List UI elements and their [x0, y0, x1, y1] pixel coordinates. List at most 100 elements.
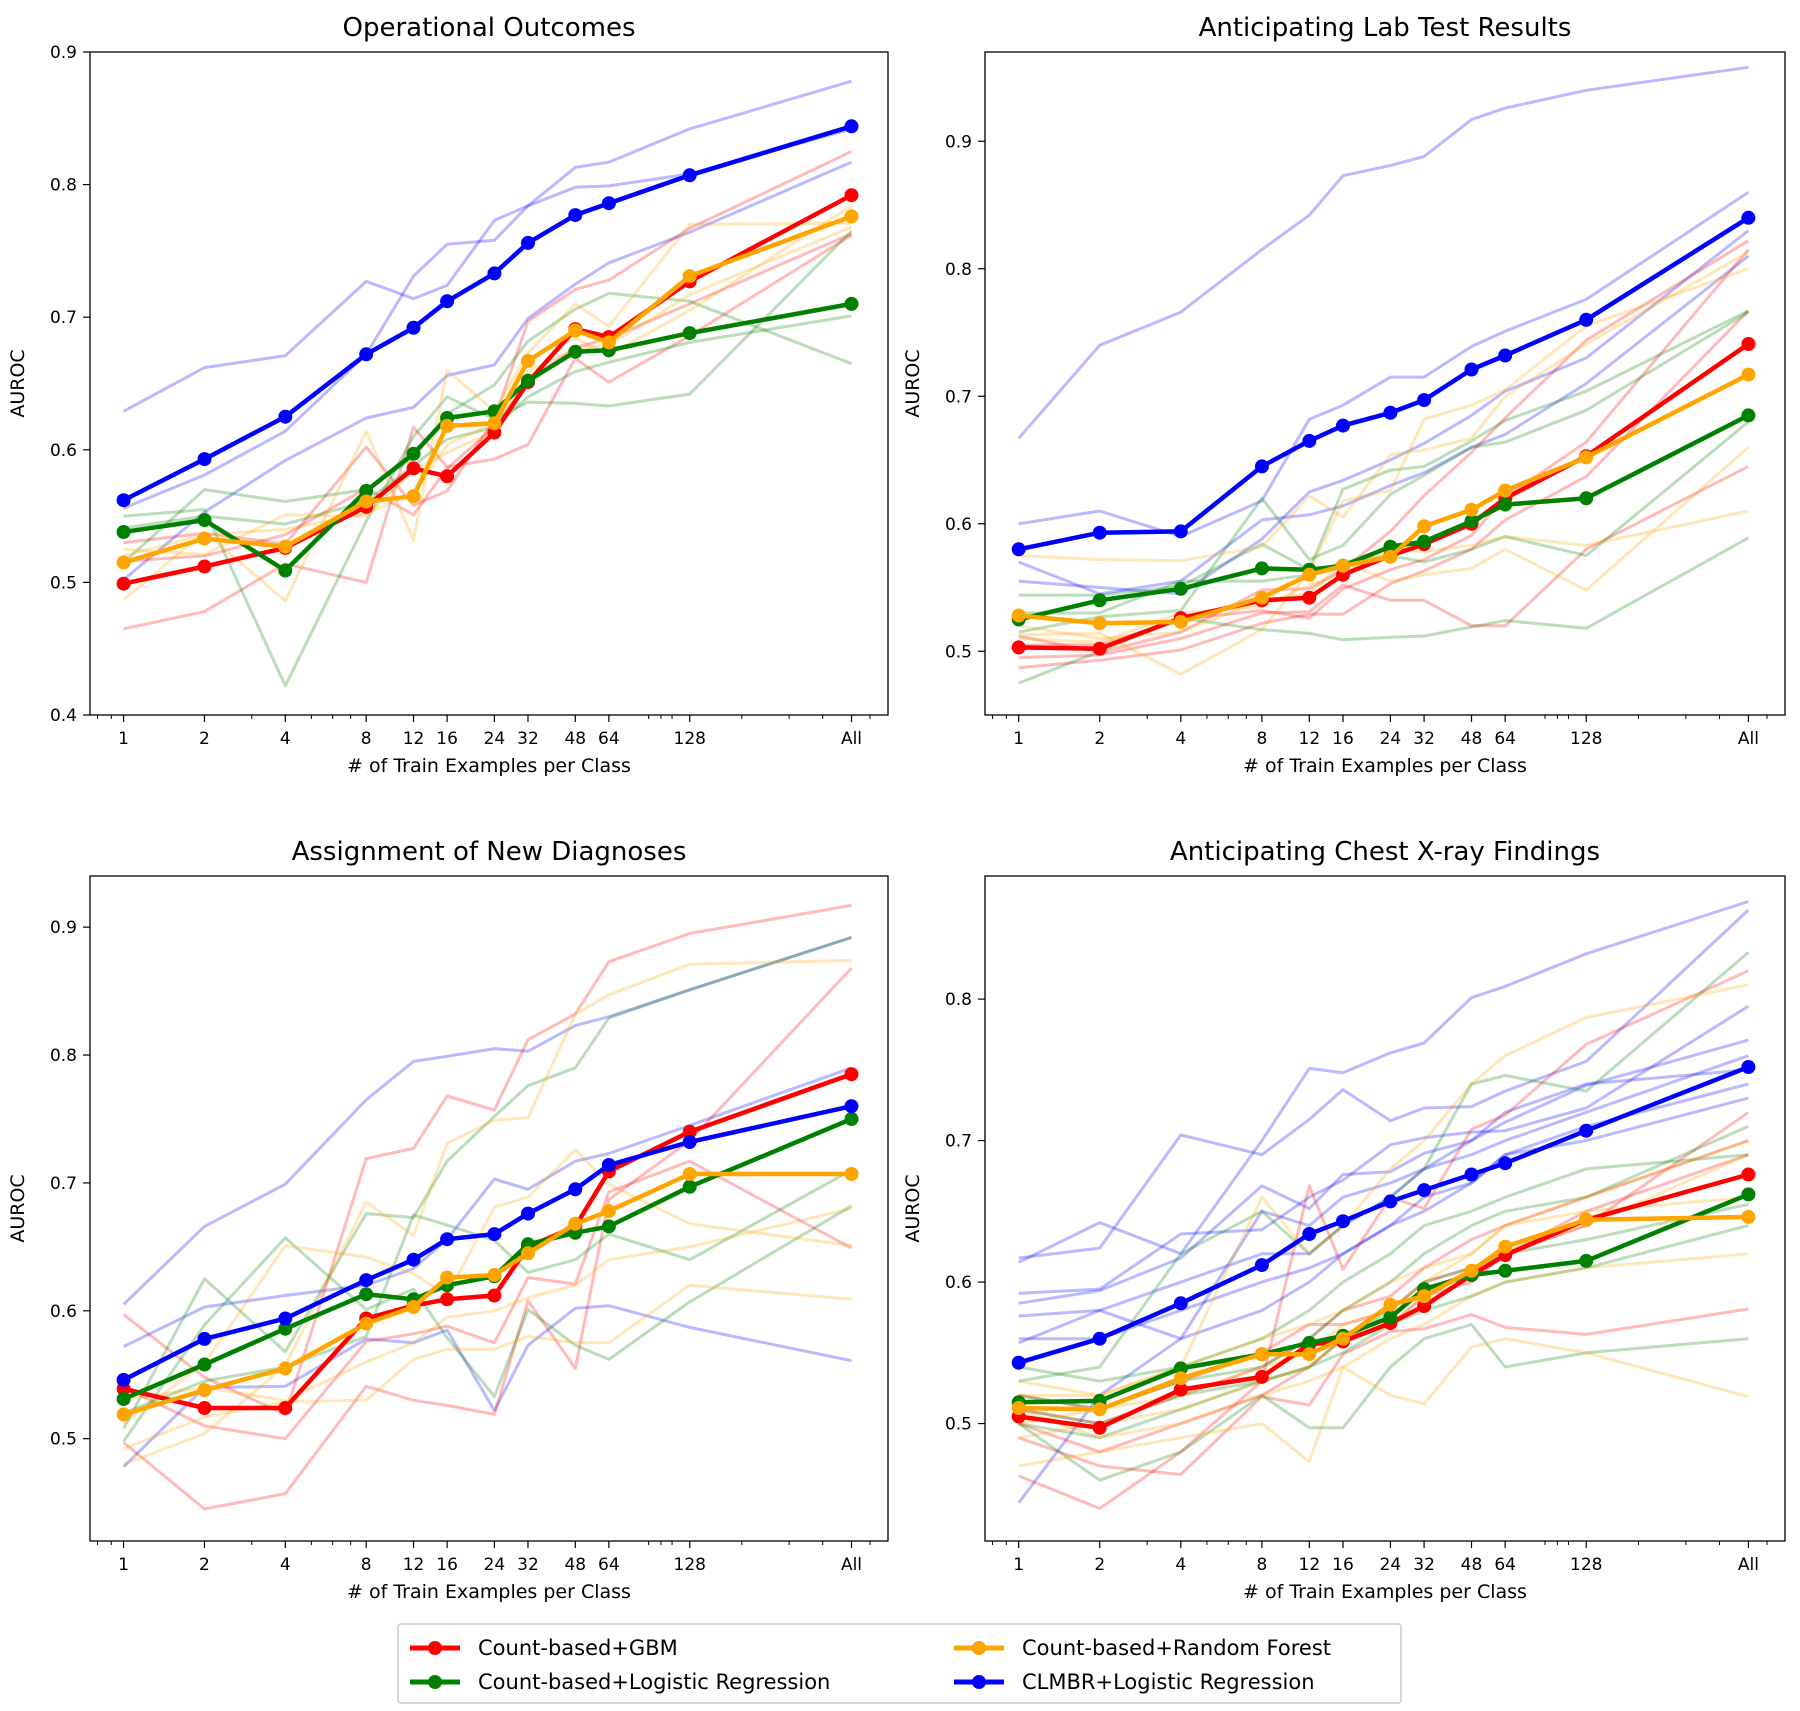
- faint-task-line: [122, 1159, 853, 1441]
- data-point: [197, 1383, 212, 1398]
- data-point: [844, 119, 859, 134]
- x-tick-label: 32: [1413, 729, 1435, 749]
- data-point: [406, 1252, 421, 1267]
- data-point: [1092, 1331, 1107, 1346]
- y-tick-label: 0.9: [945, 132, 972, 152]
- data-point: [1336, 418, 1350, 433]
- data-point: [601, 196, 616, 211]
- panel-title: Assignment of New Diagnoses: [292, 837, 687, 867]
- x-tick-label: 24: [1380, 729, 1402, 749]
- legend-entry-random-forest: Count-based+Random Forest: [954, 1636, 1331, 1660]
- faint-task-line: [122, 935, 852, 1430]
- data-point: [278, 539, 293, 554]
- data-point: [1579, 1212, 1594, 1227]
- x-tick-label: 12: [403, 729, 425, 749]
- y-tick-label: 0.6: [50, 1302, 77, 1322]
- data-point: [1173, 614, 1188, 629]
- x-tick-label: All: [841, 729, 862, 749]
- faint-task-line: [122, 1304, 852, 1468]
- x-tick-label: 48: [564, 1555, 586, 1575]
- y-tick-label: 0.7: [50, 308, 77, 328]
- data-point: [1173, 524, 1188, 539]
- y-tick-label: 0.6: [945, 515, 972, 535]
- faint-task-line: [1018, 309, 1750, 670]
- series-line: [123, 193, 853, 586]
- x-tick-label: 1: [118, 1555, 129, 1575]
- series-clmbr: [116, 119, 859, 508]
- x-tick-label: 2: [1094, 1555, 1105, 1575]
- x-axis-label: # of Train Examples per Class: [1243, 1581, 1527, 1603]
- data-point: [1173, 1361, 1188, 1376]
- y-axis-label: AUROC: [7, 1174, 29, 1242]
- y-tick-label: 0.4: [50, 706, 77, 726]
- faint-task-line: [1018, 254, 1750, 596]
- series-line: [1018, 372, 1750, 626]
- data-point: [406, 489, 421, 504]
- data-point: [568, 1182, 583, 1197]
- faint-task-line: [122, 935, 852, 1306]
- faint-task-line: [123, 127, 852, 510]
- y-axis-ticks: 0.5 0.6 0.7 0.8 0.9: [50, 918, 90, 1450]
- faint-task-line: [1018, 446, 1750, 640]
- data-point: [406, 1300, 421, 1314]
- data-point: [278, 1321, 293, 1336]
- data-point: [682, 1124, 697, 1139]
- x-tick-label: 2: [199, 729, 210, 749]
- series-clmbr: [116, 1099, 859, 1387]
- data-point: [116, 1407, 131, 1422]
- y-tick-label: 0.8: [50, 176, 77, 196]
- legend-entry-gbm: Count-based+GBM: [410, 1636, 678, 1660]
- data-point: [487, 1268, 502, 1282]
- plot-area: [1011, 65, 1756, 685]
- series-line: [1018, 1172, 1750, 1431]
- data-point: [1464, 1263, 1479, 1278]
- y-tick-label: 0.9: [50, 918, 77, 938]
- faint-task-line: [123, 1207, 852, 1402]
- faint-task-line: [123, 233, 853, 631]
- x-tick-label: 16: [436, 729, 458, 749]
- data-point: [521, 1246, 535, 1261]
- y-tick-label: 0.6: [50, 441, 77, 461]
- series-line: [122, 1171, 852, 1417]
- data-point: [1383, 549, 1398, 564]
- data-point: [1092, 1420, 1107, 1435]
- data-point: [1254, 590, 1269, 605]
- faint-task-line: [1018, 1153, 1749, 1411]
- data-point: [1741, 1187, 1756, 1202]
- axes-frame: [984, 51, 1786, 716]
- x-tick-label: 64: [1494, 729, 1516, 749]
- data-point: [682, 326, 697, 341]
- data-point: [1383, 405, 1398, 420]
- x-tick-label: 4: [280, 1555, 291, 1575]
- faint-task-line: [1017, 1323, 1749, 1482]
- panel-title: Anticipating Chest X-ray Findings: [1170, 837, 1600, 867]
- x-axis-ticks: 1 2 4 8 12 16 24 32 48 64 128 All: [97, 1541, 871, 1575]
- data-point: [1464, 362, 1479, 377]
- data-point: [1302, 1227, 1317, 1241]
- data-point: [197, 559, 212, 574]
- data-point: [1011, 608, 1026, 623]
- y-tick-label: 0.7: [50, 1174, 77, 1194]
- data-point: [601, 1158, 616, 1172]
- data-point: [601, 1204, 616, 1219]
- data-point: [116, 525, 131, 539]
- data-point: [197, 513, 212, 528]
- data-point: [1011, 1401, 1026, 1415]
- data-point: [406, 446, 421, 461]
- faint-task-line: [1018, 310, 1750, 634]
- y-tick-label: 0.9: [50, 43, 77, 63]
- legend-swatch-marker: [428, 1675, 442, 1689]
- data-point: [116, 1392, 131, 1406]
- x-tick-label: 128: [1570, 1555, 1602, 1575]
- faint-task-line: [122, 1148, 852, 1425]
- data-point: [1383, 1297, 1398, 1312]
- data-point: [568, 1216, 583, 1231]
- data-point: [682, 1179, 697, 1194]
- series-line: [123, 1072, 853, 1411]
- data-point: [359, 1273, 374, 1288]
- data-point: [440, 1270, 455, 1285]
- data-point: [1092, 525, 1107, 540]
- series-gbm: [1011, 337, 1756, 656]
- data-point: [1464, 514, 1479, 529]
